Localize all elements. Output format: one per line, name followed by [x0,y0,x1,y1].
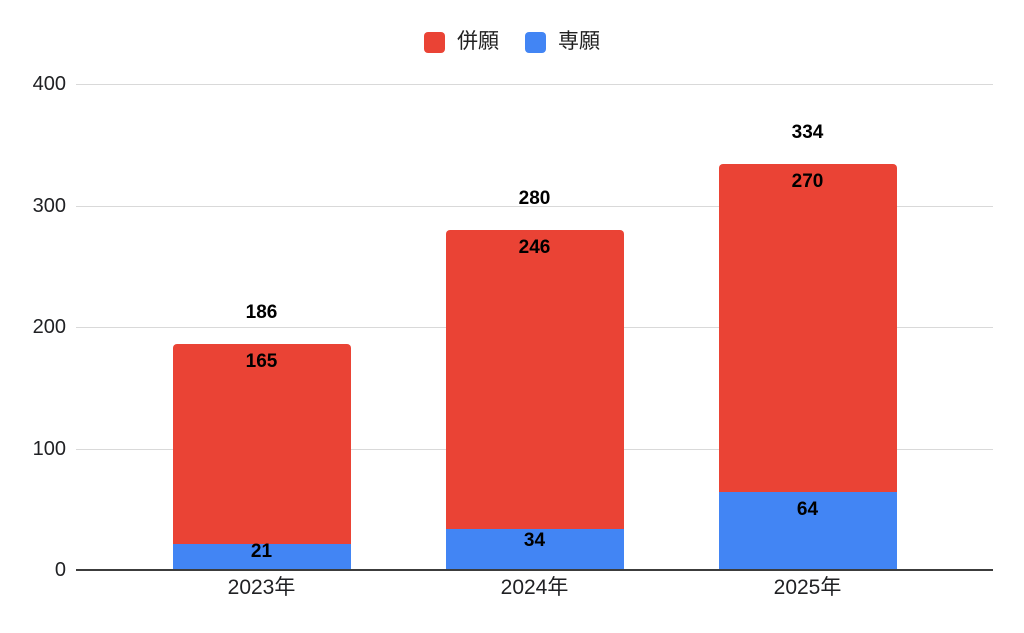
total-label: 186 [245,302,278,323]
legend-item: 併願 [424,30,499,54]
y-axis-tick-label: 400 [32,73,66,95]
bar-segment-sengan [172,544,351,570]
plot-area: 186 165 21 280 246 34 334 270 64 [76,84,993,571]
x-axis-category-label: 2023年 [227,576,296,599]
legend-label: 併願 [457,30,499,53]
y-axis-tick-label: 200 [32,316,66,338]
segment-value-label-heigan: 165 [245,351,278,372]
segment-value-label-heigan: 270 [791,171,824,193]
segment-value-label-heigan: 246 [518,236,551,258]
bar-segment-heigan [718,164,897,493]
x-axis-category-label: 2024年 [500,576,569,599]
legend: 併願 専願 [0,30,1024,54]
gridline [76,205,993,207]
y-axis-tick-label: 0 [54,559,66,581]
x-axis-line [76,569,993,571]
total-label: 334 [791,122,824,144]
bar-segment-heigan [172,344,351,545]
bar-segment-heigan [445,229,624,529]
legend-swatch-icon [525,31,546,53]
legend-label: 専願 [558,30,600,53]
segment-value-label-sengan: 64 [796,499,819,521]
segment-value-label-sengan: 21 [250,541,273,563]
x-axis-category-label: 2025年 [773,576,842,599]
bar-segment-sengan [445,528,624,570]
total-label: 280 [518,187,551,209]
gridline [76,84,993,85]
y-axis-tick-label: 300 [32,194,66,217]
legend-item: 専願 [525,30,600,54]
y-axis-tick-label: 100 [32,437,66,460]
bar-segment-sengan [718,492,897,570]
segment-value-label-sengan: 34 [523,530,546,552]
legend-swatch-icon [424,31,445,53]
